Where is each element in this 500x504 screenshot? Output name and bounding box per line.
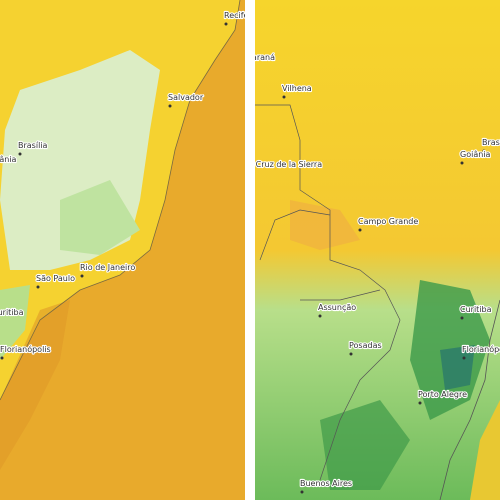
city-dot — [80, 274, 84, 278]
city-dot — [168, 104, 172, 108]
city-label: Brasília — [482, 138, 500, 147]
city-dot — [418, 401, 422, 405]
city-label: Campo Grande — [358, 217, 418, 226]
city-dot — [318, 314, 322, 318]
city-dot — [482, 149, 486, 153]
city-labels: Ji-Paraná Vilhena Santa Cruz de la Sierra B… — [230, 52, 500, 494]
city-dot — [460, 161, 464, 165]
city-label: Porto Alegre — [418, 390, 467, 399]
city-labels: Recife Salvador BrasíliaGoiânia São Paulo Ri… — [0, 10, 249, 360]
city-label: Goiânia — [0, 155, 17, 164]
city-label: São Paulo — [36, 274, 75, 283]
city-dot — [36, 285, 40, 289]
city-dot — [349, 352, 353, 356]
city-dot — [18, 152, 22, 156]
city-dot — [0, 356, 4, 360]
city-label: Vilhena — [282, 84, 312, 93]
city-label: Florianópolis — [0, 344, 51, 354]
city-label: Rio de Janeiro — [80, 263, 135, 272]
city-label: Santa Cruz de la Sierra — [230, 160, 322, 169]
city-label: Ji-Paraná — [239, 53, 275, 62]
city-dot — [358, 228, 362, 232]
city-dot — [224, 22, 228, 26]
city-dot — [462, 356, 466, 360]
city-label: Curitiba — [0, 308, 24, 317]
city-label: Curitiba — [460, 305, 492, 314]
left-map — [0, 0, 245, 500]
city-label: Assunção — [318, 303, 356, 312]
city-dot — [300, 490, 304, 494]
city-label: Posadas — [349, 341, 382, 350]
city-label: Brasília — [18, 141, 48, 150]
city-label: Buenos Aires — [300, 479, 352, 488]
panel-divider — [245, 0, 255, 500]
city-label: Recife — [224, 11, 249, 20]
right-map — [255, 0, 500, 500]
city-dot — [282, 95, 286, 99]
city-label: Florianópolis — [462, 344, 500, 354]
city-label: Goiânia — [460, 150, 491, 159]
city-dot — [460, 316, 464, 320]
city-label: Salvador — [168, 93, 204, 102]
